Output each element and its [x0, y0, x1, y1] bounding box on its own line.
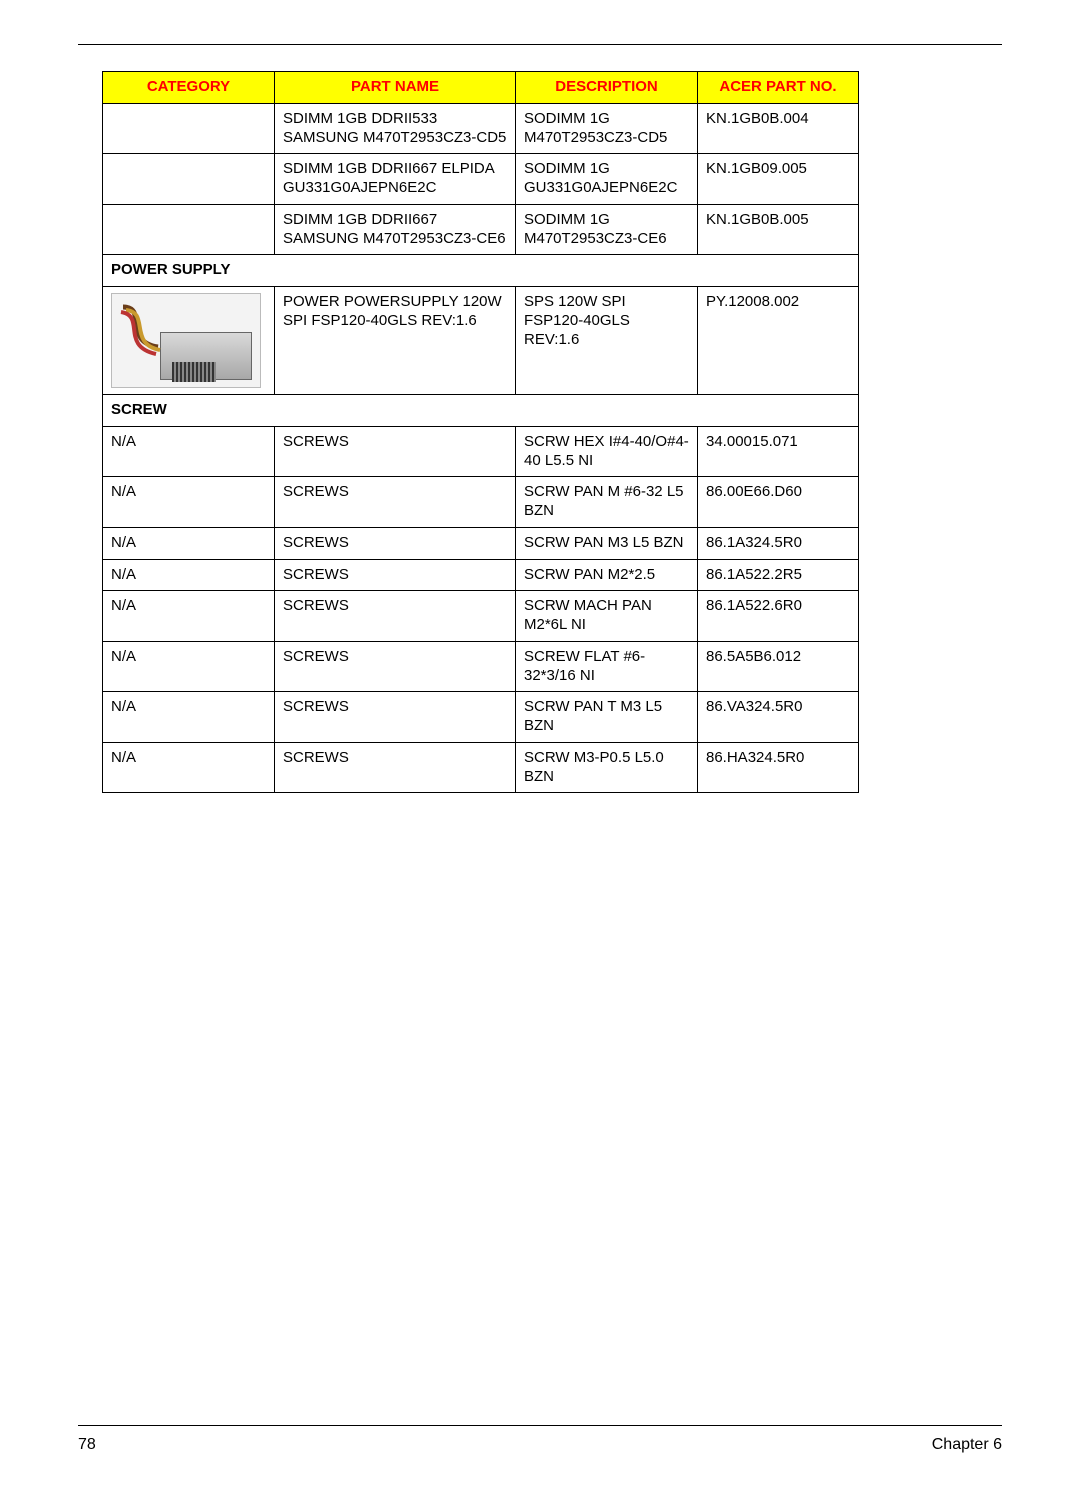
col-description: DESCRIPTION — [516, 72, 698, 104]
cell-partname: SCREWS — [275, 591, 516, 642]
psu-image-cell — [103, 287, 275, 395]
table-row: N/ASCREWSSCRW M3-P0.5 L5.0 BZN86.HA324.5… — [103, 742, 859, 793]
cell-description: SODIMM 1G M470T2953CZ3-CE6 — [516, 204, 698, 255]
power-supply-icon — [111, 293, 261, 388]
cell-category: N/A — [103, 692, 275, 743]
section-label: POWER SUPPLY — [103, 255, 859, 287]
table-row: N/ASCREWSSCRW PAN M2*2.586.1A522.2R5 — [103, 559, 859, 591]
cell-partno: 86.1A522.2R5 — [698, 559, 859, 591]
cell-partname: SCREWS — [275, 527, 516, 559]
cell-description: SCREW FLAT #6-32*3/16 NI — [516, 641, 698, 692]
table-header-row: CATEGORY PART NAME DESCRIPTION ACER PART… — [103, 72, 859, 104]
col-category: CATEGORY — [103, 72, 275, 104]
cell-description: SPS 120W SPI FSP120-40GLS REV:1.6 — [516, 287, 698, 395]
cell-partno: 86.1A522.6R0 — [698, 591, 859, 642]
table-row: N/ASCREWSSCREW FLAT #6-32*3/16 NI86.5A5B… — [103, 641, 859, 692]
cell-partname: SDIMM 1GB DDRII667 ELPIDA GU331G0AJEPN6E… — [275, 154, 516, 205]
cell-partno: PY.12008.002 — [698, 287, 859, 395]
cell-partno: KN.1GB0B.005 — [698, 204, 859, 255]
cell-description: SCRW PAN M2*2.5 — [516, 559, 698, 591]
cell-partname: SDIMM 1GB DDRII533 SAMSUNG M470T2953CZ3-… — [275, 103, 516, 154]
cell-partname: SCREWS — [275, 559, 516, 591]
top-rule — [78, 44, 1002, 45]
table-row: POWER POWERSUPPLY 120W SPI FSP120-40GLS … — [103, 287, 859, 395]
cell-description: SODIMM 1G M470T2953CZ3-CD5 — [516, 103, 698, 154]
cell-partname: SCREWS — [275, 426, 516, 477]
table-row: N/ASCREWSSCRW PAN M #6-32 L5 BZN86.00E66… — [103, 477, 859, 528]
page-content: CATEGORY PART NAME DESCRIPTION ACER PART… — [78, 44, 1002, 793]
cell-description: SCRW PAN M #6-32 L5 BZN — [516, 477, 698, 528]
cell-category — [103, 103, 275, 154]
cell-category: N/A — [103, 477, 275, 528]
cell-partno: 86.5A5B6.012 — [698, 641, 859, 692]
cell-partname: SCREWS — [275, 641, 516, 692]
cell-category — [103, 204, 275, 255]
col-partname: PART NAME — [275, 72, 516, 104]
page-footer: 78 Chapter 6 — [78, 1425, 1002, 1454]
cell-category: N/A — [103, 559, 275, 591]
cell-partno: 34.00015.071 — [698, 426, 859, 477]
cell-category: N/A — [103, 426, 275, 477]
table-body: SDIMM 1GB DDRII533 SAMSUNG M470T2953CZ3-… — [103, 103, 859, 793]
cell-partno: 86.1A324.5R0 — [698, 527, 859, 559]
cell-partname: SDIMM 1GB DDRII667 SAMSUNG M470T2953CZ3-… — [275, 204, 516, 255]
table-row: N/ASCREWSSCRW MACH PAN M2*6L NI86.1A522.… — [103, 591, 859, 642]
cell-partno: 86.VA324.5R0 — [698, 692, 859, 743]
page-number: 78 — [78, 1436, 96, 1454]
cell-category — [103, 154, 275, 205]
cell-description: SCRW PAN T M3 L5 BZN — [516, 692, 698, 743]
cell-category: N/A — [103, 591, 275, 642]
table-row: SDIMM 1GB DDRII533 SAMSUNG M470T2953CZ3-… — [103, 103, 859, 154]
col-acerpartno: ACER PART NO. — [698, 72, 859, 104]
cell-description: SCRW HEX I#4-40/O#4-40 L5.5 NI — [516, 426, 698, 477]
section-label: SCREW — [103, 395, 859, 427]
table-row: SDIMM 1GB DDRII667 SAMSUNG M470T2953CZ3-… — [103, 204, 859, 255]
cell-partno: 86.00E66.D60 — [698, 477, 859, 528]
cell-category: N/A — [103, 742, 275, 793]
table-row: N/ASCREWSSCRW PAN T M3 L5 BZN86.VA324.5R… — [103, 692, 859, 743]
cell-description: SCRW M3-P0.5 L5.0 BZN — [516, 742, 698, 793]
cell-partno: KN.1GB09.005 — [698, 154, 859, 205]
cell-partname: SCREWS — [275, 742, 516, 793]
cell-category: N/A — [103, 527, 275, 559]
cell-partno: 86.HA324.5R0 — [698, 742, 859, 793]
cell-description: SCRW MACH PAN M2*6L NI — [516, 591, 698, 642]
cell-partno: KN.1GB0B.004 — [698, 103, 859, 154]
cell-partname: SCREWS — [275, 692, 516, 743]
table-row: N/ASCREWSSCRW PAN M3 L5 BZN86.1A324.5R0 — [103, 527, 859, 559]
table-row: N/ASCREWSSCRW HEX I#4-40/O#4-40 L5.5 NI3… — [103, 426, 859, 477]
cell-description: SODIMM 1G GU331G0AJEPN6E2C — [516, 154, 698, 205]
table-row: SDIMM 1GB DDRII667 ELPIDA GU331G0AJEPN6E… — [103, 154, 859, 205]
footer-rule — [78, 1425, 1002, 1426]
cell-partname: SCREWS — [275, 477, 516, 528]
table-row: SCREW — [103, 395, 859, 427]
cell-category: N/A — [103, 641, 275, 692]
parts-table: CATEGORY PART NAME DESCRIPTION ACER PART… — [102, 71, 859, 793]
table-row: POWER SUPPLY — [103, 255, 859, 287]
chapter-label: Chapter 6 — [932, 1436, 1002, 1454]
cell-partname: POWER POWERSUPPLY 120W SPI FSP120-40GLS … — [275, 287, 516, 395]
cell-description: SCRW PAN M3 L5 BZN — [516, 527, 698, 559]
